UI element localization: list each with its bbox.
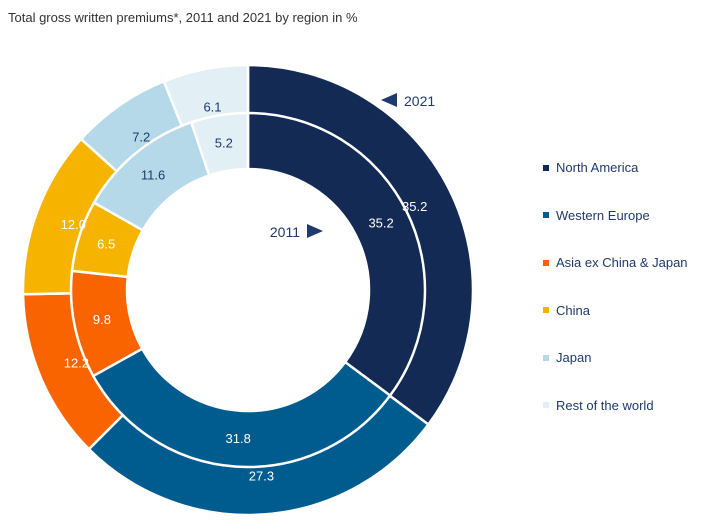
data-label-2021-china: 12.0: [61, 217, 86, 232]
legend-item-china: China: [543, 287, 688, 335]
legend-item-japan: Japan: [543, 334, 688, 382]
legend-label-north-america: North America: [556, 160, 639, 176]
data-label-2011-north-america: 35.2: [368, 216, 393, 231]
slice-2011-western-europe: [91, 347, 392, 469]
arrow-2021-icon: [381, 93, 397, 107]
legend-label-western-europe: Western Europe: [556, 207, 650, 223]
legend-label-japan: Japan: [556, 350, 592, 366]
legend-swatch-china: [543, 307, 549, 314]
data-label-2021-asia-ex-china-and-japan: 12.2: [64, 355, 89, 370]
data-labels: 35.2 27.3 12.2 12.0 7.2 6.1 35.2 31.8 9.8 6.5 11.6…: [61, 99, 428, 483]
series-label-2021: 2021: [381, 93, 435, 109]
data-label-2021-japan: 7.2: [132, 130, 150, 145]
legend-label-china: China: [556, 302, 590, 318]
legend-item-western-europe: Western Europe: [543, 192, 688, 240]
legend-label-rest-of-the-world: Rest of the world: [556, 397, 654, 413]
data-label-2021-rest-of-the-world: 6.1: [203, 99, 221, 114]
series-name-2011: 2011: [270, 224, 300, 240]
data-label-2011-rest-of-the-world: 5.2: [215, 135, 233, 150]
data-label-2021-western-europe: 27.3: [249, 469, 274, 484]
inner-ring-2011: [69, 111, 427, 469]
arrow-2011-icon: [307, 224, 323, 238]
data-label-2011-japan: 11.6: [141, 168, 165, 183]
slice-2011-north-america: [246, 111, 427, 398]
data-label-2021-north-america: 35.2: [402, 199, 427, 214]
legend-swatch-rest-of-the-world: [543, 402, 549, 409]
slice-2011-rest-of-the-world: [189, 111, 250, 177]
legend: North America Western Europe Asia ex China…: [543, 144, 688, 429]
series-name-2021: 2021: [404, 93, 435, 109]
legend-swatch-north-america: [543, 164, 549, 171]
legend-item-asia-ex-china-and-japan: Asia ex China & Japan: [543, 239, 688, 287]
chart-title: Total gross written premiums*, 2011 and …: [8, 10, 358, 25]
legend-label-asia-ex-china-and-japan: Asia ex China & Japan: [556, 255, 688, 271]
series-label-2011: 2011: [270, 224, 323, 240]
legend-swatch-japan: [543, 354, 549, 361]
data-label-2011-asia-ex-china-and-japan: 9.8: [93, 312, 111, 327]
legend-item-north-america: North America: [543, 144, 688, 192]
legend-swatch-western-europe: [543, 212, 549, 219]
data-label-2011-western-europe: 31.8: [226, 431, 251, 446]
data-label-2011-china: 6.5: [97, 237, 115, 252]
legend-item-rest-of-the-world: Rest of the world: [543, 382, 688, 430]
legend-swatch-asia-ex-china-and-japan: [543, 259, 549, 266]
